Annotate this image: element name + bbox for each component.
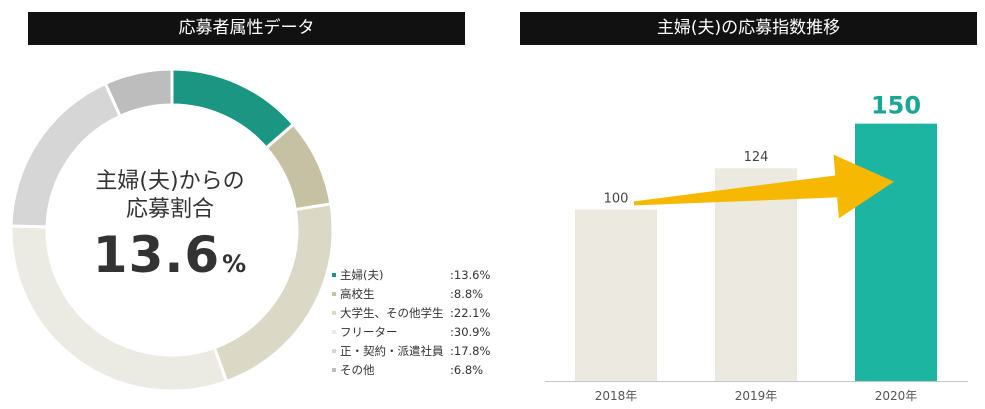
left-panel-title: 応募者属性データ: [28, 12, 465, 45]
legend-value: :17.8%: [450, 344, 491, 358]
legend-swatch: [332, 349, 336, 353]
legend-label: 高校生: [340, 287, 375, 301]
donut-center-caption-line2: 応募割合: [125, 197, 214, 222]
donut-center-unit: %: [222, 250, 248, 278]
trend-arrow: [633, 154, 894, 219]
bar-value-label: 124: [744, 150, 769, 165]
bar-value-label: 150: [871, 92, 921, 120]
legend-label: その他: [340, 363, 375, 377]
legend-item: 正・契約・派遣社員 :17.8%: [330, 342, 505, 361]
x-tick-label: 2019年: [735, 389, 778, 403]
bar-value-label: 100: [604, 191, 629, 206]
legend-swatch: [332, 368, 336, 372]
legend-label: フリーター: [340, 325, 398, 339]
legend-value: :30.9%: [450, 325, 491, 339]
legend-swatch: [332, 311, 336, 315]
x-tick-label: 2018年: [595, 389, 638, 403]
legend-swatch: [332, 292, 336, 296]
donut-slice-5: [103, 67, 174, 119]
legend-swatch: [332, 273, 336, 277]
bar-1: [715, 168, 797, 381]
legend-label: 主婦(夫): [340, 268, 384, 282]
legend-item: その他 :6.8%: [330, 361, 505, 380]
donut-center-caption-line1: 主婦(夫)からの: [95, 169, 245, 194]
legend-label: 正・契約・派遣社員: [340, 344, 444, 358]
donut-center-caption: 主婦(夫)からの 応募割合: [60, 168, 280, 224]
legend-swatch: [332, 330, 336, 334]
donut-center-value: 13.6%: [60, 226, 280, 293]
donut-legend: 主婦(夫) :13.6% 高校生 :8.8% 大学生、その他学生 :22.1% フリーター:…: [330, 266, 505, 380]
donut-center-number: 13.6: [92, 226, 221, 284]
x-tick-label: 2020年: [875, 389, 918, 403]
right-panel-title: 主婦(夫)の応募指数推移: [520, 12, 977, 45]
legend-value: :22.1%: [450, 306, 491, 320]
legend-item: 高校生 :8.8%: [330, 285, 505, 304]
bar-2: [855, 123, 937, 381]
legend-value: :6.8%: [450, 363, 484, 377]
legend-item: フリーター :30.9%: [330, 323, 505, 342]
legend-value: :8.8%: [450, 287, 484, 301]
legend-item: 主婦(夫) :13.6%: [330, 266, 505, 285]
bar-0: [575, 209, 657, 381]
legend-value: :13.6%: [450, 268, 491, 282]
legend-item: 大学生、その他学生 :22.1%: [330, 304, 505, 323]
legend-label: 大学生、その他学生: [340, 306, 444, 320]
